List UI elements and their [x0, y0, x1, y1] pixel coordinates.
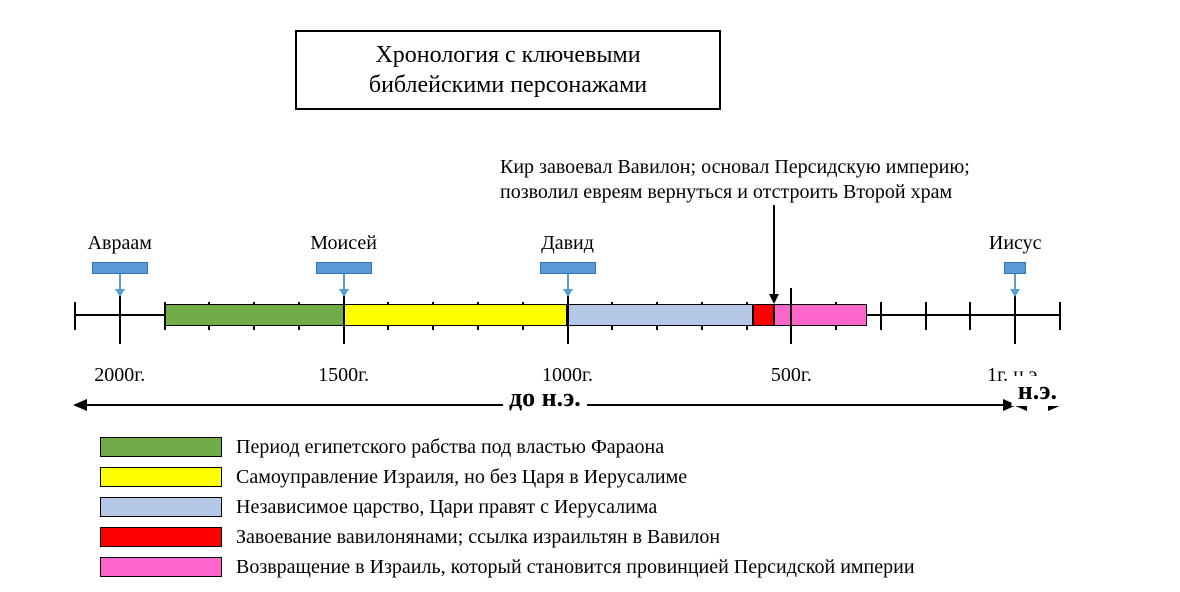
marker-stem [343, 274, 345, 290]
tick-minor [925, 302, 927, 330]
period-persia [774, 304, 867, 326]
person-marker [1004, 262, 1026, 297]
person-marker [92, 262, 148, 297]
legend-row: Самоуправление Израиля, но без Царя в Ие… [100, 464, 915, 490]
callout-line2: позволил евреям вернуться и отстроить Вт… [500, 180, 1120, 205]
era-ad-label: н.э. [1012, 376, 1063, 406]
person-label: Моисей [310, 232, 377, 255]
year-label: 500г. [771, 364, 812, 387]
legend-text: Возвращение в Израиль, который становитс… [236, 556, 915, 579]
person-label: Авраам [88, 232, 152, 255]
year-label: 2000г. [94, 364, 145, 387]
legend-text: Период египетского рабства под властью Ф… [236, 436, 664, 459]
tick-minor [880, 302, 882, 330]
marker-stem [567, 274, 569, 290]
period-egypt [165, 304, 344, 326]
period-judges [344, 304, 568, 326]
tick-minor [969, 302, 971, 330]
marker-bar [92, 262, 148, 274]
callout-line1: Кир завоевал Вавилон; основал Персидскую… [500, 155, 1120, 180]
marker-arrowhead-icon [339, 289, 349, 297]
legend-row: Возвращение в Израиль, который становитс… [100, 554, 915, 580]
marker-bar [1004, 262, 1026, 274]
title-box: Хронология с ключевыми библейскими персо… [295, 30, 721, 110]
marker-arrowhead-icon [563, 289, 573, 297]
legend: Период египетского рабства под властью Ф… [100, 434, 915, 584]
year-label: 1500г. [318, 364, 369, 387]
person-label: Иисус [989, 232, 1042, 255]
legend-swatch [100, 497, 222, 517]
person-marker [540, 262, 596, 297]
title-line2: библейскими персонажами [313, 70, 703, 100]
tick-major [790, 288, 792, 344]
marker-bar [316, 262, 372, 274]
legend-swatch [100, 527, 222, 547]
legend-swatch [100, 467, 222, 487]
legend-row: Завоевание вавилонянами; ссылка израильт… [100, 524, 915, 550]
callout-arrowhead-icon [769, 294, 779, 304]
legend-swatch [100, 437, 222, 457]
marker-arrowhead-icon [1010, 289, 1020, 297]
marker-stem [119, 274, 121, 290]
title-line1: Хронология с ключевыми [313, 40, 703, 70]
callout-text: Кир завоевал Вавилон; основал Персидскую… [500, 155, 1120, 205]
callout-connector [773, 205, 775, 295]
legend-row: Независимое царство, Цари правят с Иерус… [100, 494, 915, 520]
marker-bar [540, 262, 596, 274]
legend-text: Независимое царство, Цари правят с Иерус… [236, 496, 657, 519]
marker-stem [1014, 274, 1016, 290]
timeline-axis: 2000г.1500г.1000г.500г.1г. н.э. [75, 314, 1060, 316]
legend-text: Завоевание вавилонянами; ссылка израильт… [236, 526, 720, 549]
era-bc-label: до н.э. [503, 383, 587, 413]
period-kingdom [568, 304, 753, 326]
person-label: Давид [541, 232, 594, 255]
legend-row: Период египетского рабства под властью Ф… [100, 434, 915, 460]
tick-minor [74, 302, 76, 330]
legend-swatch [100, 557, 222, 577]
period-babylon [753, 304, 774, 326]
arrow-left-icon [73, 399, 87, 411]
legend-text: Самоуправление Израиля, но без Царя в Ие… [236, 466, 687, 489]
tick-minor [1059, 302, 1061, 330]
marker-arrowhead-icon [115, 289, 125, 297]
person-marker [316, 262, 372, 297]
